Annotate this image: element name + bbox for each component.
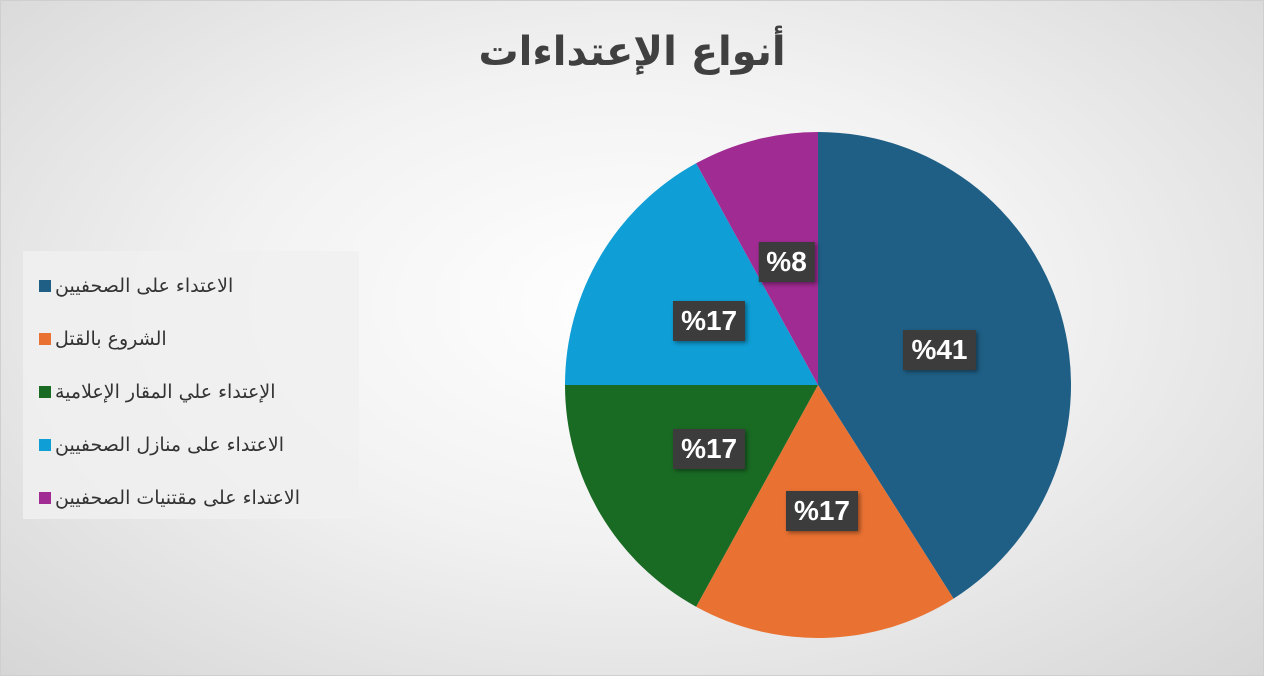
legend-label: الإعتداء علي المقار الإعلامية <box>55 380 276 403</box>
data-label: %17 <box>673 300 746 341</box>
legend-swatch <box>39 279 51 292</box>
legend-label: الاعتداء على منازل الصحفيين <box>55 433 284 456</box>
data-label: %8 <box>758 242 815 283</box>
legend-label: الشروع بالقتل <box>55 327 167 350</box>
legend-swatch <box>39 385 51 398</box>
legend-item: الإعتداء علي المقار الإعلامية <box>23 365 359 418</box>
data-label: %17 <box>673 429 746 470</box>
legend-label: الاعتداء على الصحفيين <box>55 274 234 297</box>
chart-title: أنواع الإعتداءات <box>478 29 786 75</box>
pie-slice <box>565 163 818 385</box>
data-label: %17 <box>785 491 858 532</box>
legend-item: الاعتداء على الصحفيين <box>23 259 359 312</box>
legend-item: الاعتداء على منازل الصحفيين <box>23 418 359 471</box>
legend-item: الشروع بالقتل <box>23 312 359 365</box>
legend-swatch <box>39 491 51 504</box>
legend-swatch <box>39 332 51 345</box>
legend-swatch <box>39 438 51 451</box>
legend-item: الاعتداء على مقتنيات الصحفيين <box>23 471 359 524</box>
legend: الاعتداء على الصحفيين الشروع بالقتل الإعتد… <box>23 251 359 519</box>
legend-label: الاعتداء على مقتنيات الصحفيين <box>55 486 300 509</box>
pie-slice <box>565 385 818 607</box>
pie-slice <box>696 132 818 385</box>
data-label: %41 <box>903 329 976 370</box>
